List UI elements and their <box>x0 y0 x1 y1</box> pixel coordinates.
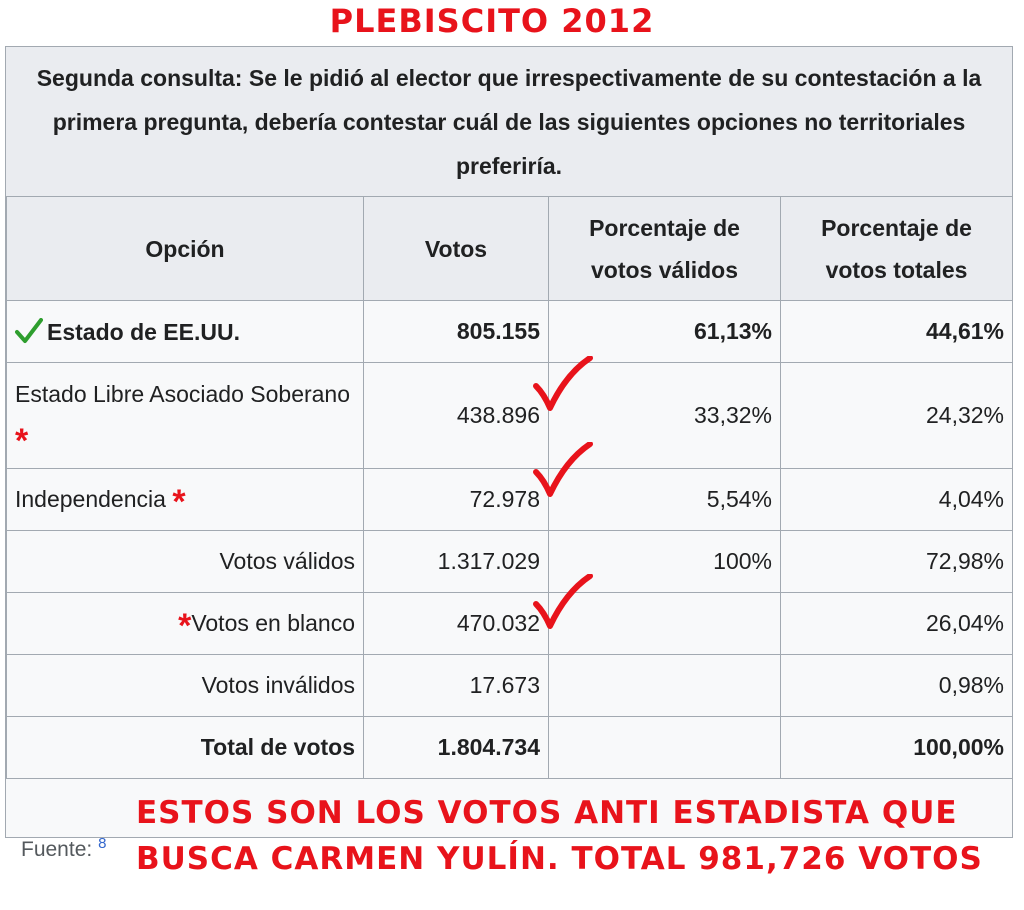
total-pct-cell: 0,98% <box>780 654 1013 717</box>
header-option: Opción <box>6 196 364 301</box>
option-label: Independencia <box>15 486 166 512</box>
table-row: Votos inválidos 17.673 0,98% <box>6 654 1013 717</box>
option-label: Estado Libre Asociado Soberano <box>15 380 351 407</box>
table-row: Votos válidos 1.317.029 100% 72,98% <box>6 530 1013 593</box>
red-check-icon <box>533 442 593 497</box>
valid-pct-cell <box>548 716 781 779</box>
valid-pct-cell <box>548 592 781 655</box>
source-label: Fuente: <box>21 838 93 861</box>
total-pct-cell: 26,04% <box>780 592 1013 655</box>
option-cell: Estado de EE.UU. <box>6 300 364 363</box>
votes-cell: 438.896 <box>363 362 549 469</box>
total-pct-cell: 4,04% <box>780 468 1013 531</box>
results-table: Opción Votos Porcentaje de votos válidos… <box>6 196 1013 779</box>
red-asterisk-mark: * <box>172 483 186 521</box>
annotation-text: ESTOS SON LOS VOTOS ANTI ESTADISTA QUE B… <box>136 790 1016 882</box>
valid-pct-cell: 5,54% <box>548 468 781 531</box>
red-asterisk-mark: * <box>178 607 192 645</box>
total-pct-cell: 100,00% <box>780 716 1013 779</box>
results-panel: Segunda consulta: Se le pidió al elector… <box>5 46 1013 861</box>
table-row: Independencia * 72.978 5,54% 4,04% <box>6 468 1013 531</box>
option-label: Votos válidos <box>6 530 364 593</box>
green-check-icon <box>15 317 43 343</box>
red-asterisk-mark: * <box>15 421 29 460</box>
table-row: *Votos en blanco 470.032 26,04% <box>6 592 1013 655</box>
votes-cell: 17.673 <box>363 654 549 717</box>
valid-pct-cell: 61,13% <box>548 300 781 363</box>
votes-cell: 72.978 <box>363 468 549 531</box>
red-check-icon <box>533 356 593 411</box>
source-note: Fuente: 8 <box>21 835 106 862</box>
votes-cell: 1.317.029 <box>363 530 549 593</box>
table-caption: Segunda consulta: Se le pidió al elector… <box>6 47 1012 196</box>
votes-cell: 805.155 <box>363 300 549 363</box>
option-cell: Independencia * <box>6 468 364 531</box>
option-label: Votos inválidos <box>6 654 364 717</box>
total-pct-cell: 24,32% <box>780 362 1013 469</box>
annotation-line-2: BUSCA CARMEN YULÍN. TOTAL 981,726 VOTOS <box>136 841 983 877</box>
option-label: Votos en blanco <box>191 610 355 636</box>
votes-cell: 470.032 <box>363 592 549 655</box>
valid-pct-cell: 33,32% <box>548 362 781 469</box>
total-pct-cell: 44,61% <box>780 300 1013 363</box>
option-label: Estado de EE.UU. <box>47 318 240 345</box>
table-row: Estado de EE.UU. 805.155 61,13% 44,61% <box>6 300 1013 363</box>
page-title: PLEBISCITO 2012 <box>329 2 655 40</box>
red-check-icon <box>533 574 593 629</box>
total-pct-cell: 72,98% <box>780 530 1013 593</box>
table-row: Total de votos 1.804.734 100,00% <box>6 716 1013 779</box>
table-row: Estado Libre Asociado Soberano * 438.896… <box>6 362 1013 469</box>
source-reference-link[interactable]: 8 <box>98 835 107 852</box>
votes-cell: 1.804.734 <box>363 716 549 779</box>
header-votes: Votos <box>363 196 549 301</box>
annotation-line-1: ESTOS SON LOS VOTOS ANTI ESTADISTA QUE <box>136 795 958 831</box>
option-label: Total de votos <box>6 716 364 779</box>
option-cell: *Votos en blanco <box>6 592 364 655</box>
header-total-pct: Porcentaje de votos totales <box>780 196 1013 301</box>
header-valid-pct: Porcentaje de votos válidos <box>548 196 781 301</box>
option-cell: Estado Libre Asociado Soberano * <box>6 362 364 469</box>
valid-pct-cell <box>548 654 781 717</box>
header-row: Opción Votos Porcentaje de votos válidos… <box>6 196 1013 301</box>
